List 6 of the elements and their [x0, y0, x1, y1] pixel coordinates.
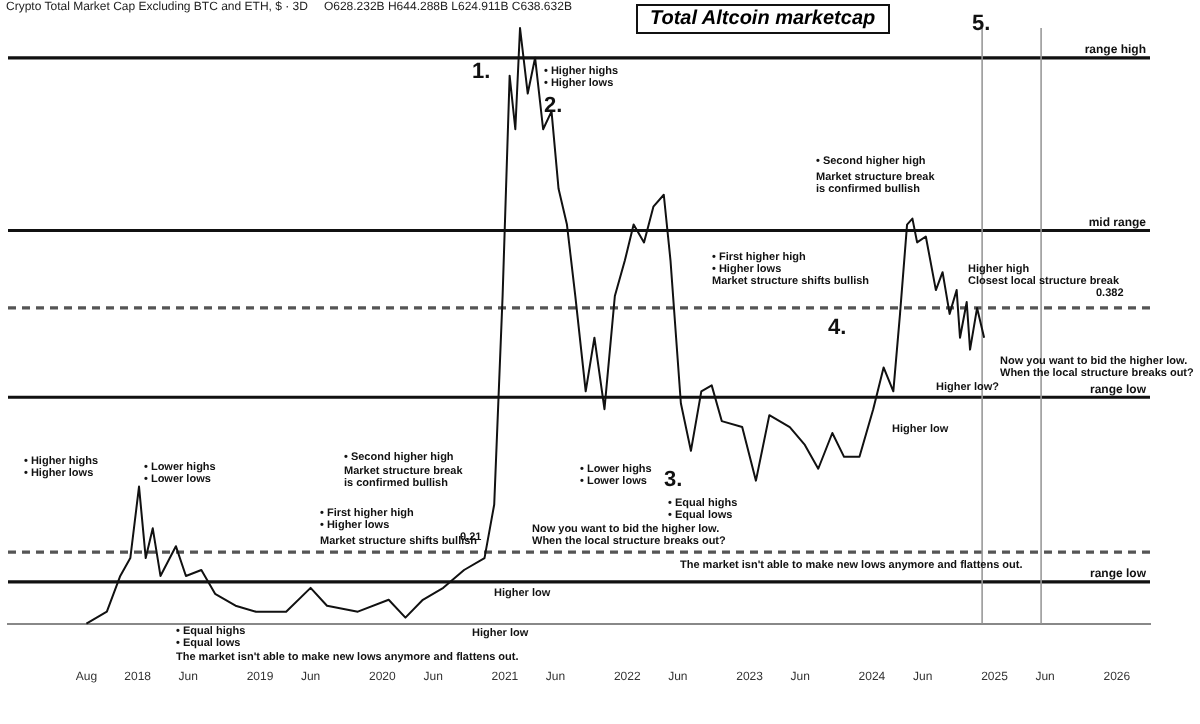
annotation: 3. — [664, 468, 683, 492]
annotation: 2. — [544, 94, 563, 118]
annotation: 4. — [828, 316, 847, 340]
chart-title: Total Altcoin marketcap — [636, 4, 890, 34]
annotation: 5. — [972, 12, 991, 36]
annotation: 1. — [472, 60, 491, 84]
